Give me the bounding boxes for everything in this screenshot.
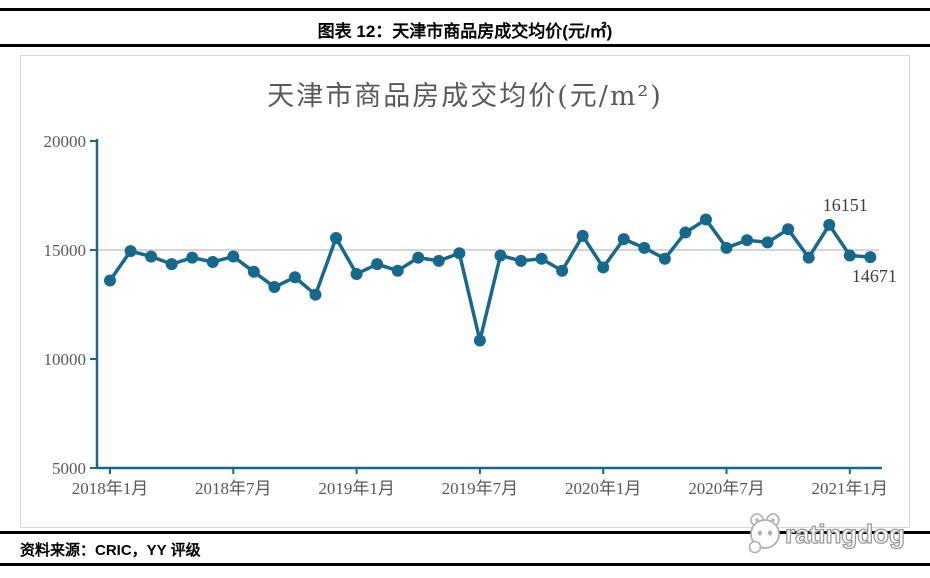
data-point — [145, 250, 158, 263]
data-point — [206, 255, 219, 268]
data-point — [371, 258, 384, 271]
data-point — [432, 254, 445, 267]
data-point — [186, 251, 199, 264]
data-label: 16151 — [823, 195, 868, 215]
data-point — [227, 250, 240, 263]
y-tick-label: 15000 — [44, 241, 87, 260]
data-point — [802, 251, 815, 264]
report-title: 图表 12：天津市商品房成交均价(元/㎡) — [317, 22, 613, 41]
price-series-line — [108, 217, 871, 343]
footer-divider — [0, 531, 930, 534]
x-tick-label: 2020年1月 — [565, 479, 642, 498]
source-note: 资料来源：CRIC，YY 评级 — [20, 542, 201, 559]
data-point — [309, 288, 322, 301]
data-point — [720, 241, 733, 254]
data-point — [124, 245, 137, 258]
data-point — [576, 229, 589, 242]
price-line-chart: 5000 10000 15000 20000 2018年1月 2018年7月 2019年1月… — [44, 132, 897, 498]
data-point — [761, 236, 774, 249]
x-tick-label: 2018年1月 — [72, 479, 149, 498]
y-tick-label: 10000 — [44, 350, 87, 369]
data-point — [823, 218, 836, 231]
data-point — [741, 234, 754, 247]
data-point — [864, 251, 877, 264]
data-point — [782, 223, 795, 236]
data-point — [247, 265, 260, 278]
data-label: 14671 — [852, 266, 897, 286]
data-point — [473, 334, 486, 347]
data-point — [165, 258, 178, 271]
data-point — [556, 264, 569, 277]
chart-panel: 5000 10000 15000 20000 2018年1月 2018年7月 2019年1月… — [20, 55, 910, 528]
data-point — [617, 233, 630, 246]
x-tick-label: 2018年7月 — [195, 479, 272, 498]
data-point — [330, 232, 343, 245]
data-point — [268, 281, 281, 294]
data-point — [699, 213, 712, 226]
header-divider — [0, 44, 930, 47]
x-tick-label: 2021年1月 — [812, 479, 889, 498]
data-point — [453, 247, 466, 260]
x-tick-label: 2019年1月 — [318, 479, 395, 498]
data-point — [679, 226, 692, 239]
data-point — [391, 264, 404, 277]
data-point — [535, 252, 548, 265]
data-point — [638, 241, 651, 254]
bottom-divider — [0, 563, 930, 566]
top-divider — [0, 8, 930, 11]
ratingdog-logo: ratingdog — [748, 513, 906, 554]
data-point — [843, 249, 856, 262]
data-point — [597, 261, 610, 274]
chart-title: 天津市商品房成交均价(元/m²) — [267, 81, 663, 112]
watermark-text: ratingdog — [785, 519, 905, 549]
x-tick-label: 2019年7月 — [442, 479, 519, 498]
data-point — [515, 254, 527, 267]
data-point — [494, 249, 507, 262]
y-tick-label: 20000 — [44, 132, 87, 151]
data-point — [658, 252, 671, 265]
data-point — [104, 274, 116, 287]
y-tick-label: 5000 — [52, 459, 86, 478]
dog-face-icon — [748, 513, 780, 554]
data-point — [350, 267, 363, 280]
data-point — [288, 271, 301, 284]
x-tick-label: 2020年7月 — [688, 479, 765, 498]
data-point — [412, 251, 425, 264]
